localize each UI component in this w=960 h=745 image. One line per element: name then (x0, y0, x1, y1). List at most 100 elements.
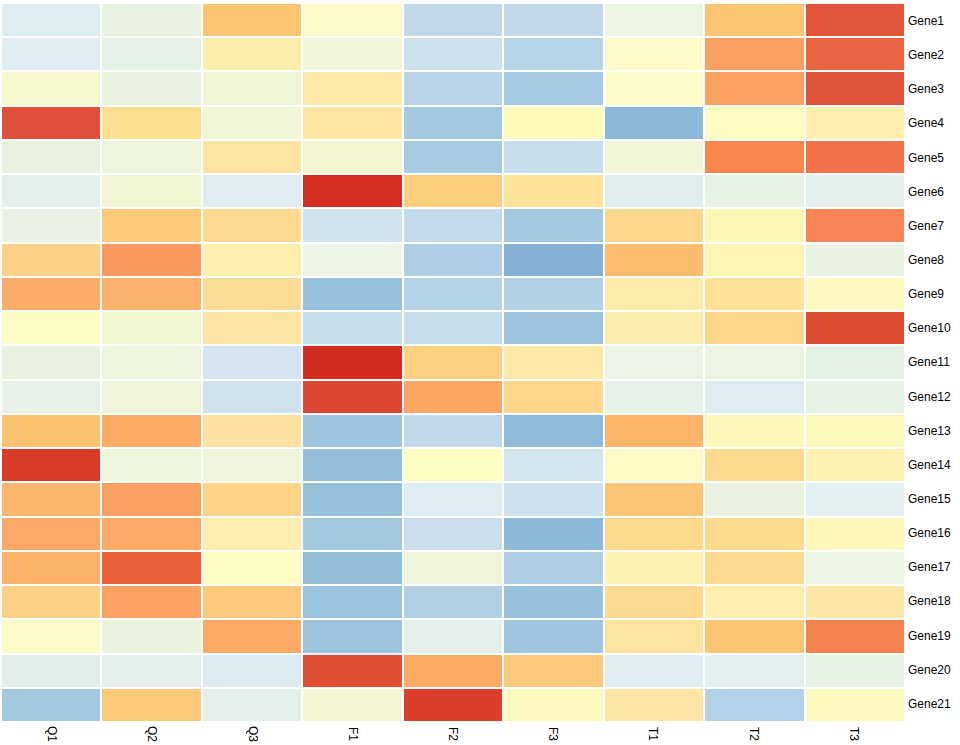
heatmap-cell-Gene18-F1 (303, 586, 401, 618)
heatmap-cell-Gene5-F2 (404, 141, 502, 173)
row-label-Gene14: Gene14 (908, 448, 960, 482)
row-label-Gene6: Gene6 (908, 175, 960, 209)
heatmap-cell-Gene1-F1 (303, 4, 401, 36)
heatmap-cell-Gene2-F3 (504, 38, 602, 70)
heatmap-cell-Gene11-F2 (404, 346, 502, 378)
heatmap-cell-Gene4-Q3 (203, 107, 301, 139)
heatmap-cell-Gene17-F3 (504, 552, 602, 584)
heatmap-cell-Gene18-F3 (504, 586, 602, 618)
heatmap-cell-Gene1-F3 (504, 4, 602, 36)
col-label-F2: F2 (403, 722, 503, 745)
heatmap-cell-Gene3-T3 (806, 72, 904, 104)
heatmap-cell-Gene21-Q1 (2, 689, 100, 721)
heatmap-cell-Gene10-T3 (806, 312, 904, 344)
heatmap-cell-Gene13-T2 (705, 415, 803, 447)
heatmap-cell-Gene9-F2 (404, 278, 502, 310)
col-label-text-Q3: Q3 (246, 725, 260, 741)
col-label-text-F1: F1 (346, 726, 360, 740)
row-label-Gene20: Gene20 (908, 653, 960, 687)
heatmap-cell-Gene5-T3 (806, 141, 904, 173)
heatmap-cell-Gene6-T2 (705, 175, 803, 207)
heatmap-cell-Gene19-F1 (303, 620, 401, 652)
heatmap-cell-Gene20-Q2 (102, 655, 200, 687)
heatmap-cell-Gene20-F2 (404, 655, 502, 687)
heatmap-cell-Gene17-T3 (806, 552, 904, 584)
heatmap-cell-Gene10-T1 (605, 312, 703, 344)
heatmap-cell-Gene11-T2 (705, 346, 803, 378)
heatmap-cell-Gene10-Q2 (102, 312, 200, 344)
heatmap-cell-Gene19-F2 (404, 620, 502, 652)
heatmap-cell-Gene11-T3 (806, 346, 904, 378)
heatmap-cell-Gene1-Q3 (203, 4, 301, 36)
heatmap-cell-Gene7-T3 (806, 209, 904, 241)
heatmap-cell-Gene6-T3 (806, 175, 904, 207)
heatmap-cell-Gene6-T1 (605, 175, 703, 207)
col-label-T3: T3 (804, 722, 904, 745)
heatmap-cell-Gene1-Q2 (102, 4, 200, 36)
gene-expression-heatmap: Gene1Gene2Gene3Gene4Gene5Gene6Gene7Gene8… (0, 0, 960, 745)
heatmap-cell-Gene12-Q3 (203, 381, 301, 413)
heatmap-cell-Gene20-F3 (504, 655, 602, 687)
col-label-text-F2: F2 (446, 726, 460, 740)
heatmap-cell-Gene10-Q1 (2, 312, 100, 344)
heatmap-cell-Gene7-Q1 (2, 209, 100, 241)
heatmap-cell-Gene18-F2 (404, 586, 502, 618)
col-label-F3: F3 (503, 722, 603, 745)
heatmap-cell-Gene5-Q1 (2, 141, 100, 173)
heatmap-cell-Gene1-Q1 (2, 4, 100, 36)
heatmap-cell-Gene12-T3 (806, 381, 904, 413)
heatmap-cell-Gene11-T1 (605, 346, 703, 378)
heatmap-cell-Gene14-T3 (806, 449, 904, 481)
heatmap-cell-Gene19-T2 (705, 620, 803, 652)
heatmap-cell-Gene1-T2 (705, 4, 803, 36)
heatmap-cell-Gene2-Q1 (2, 38, 100, 70)
heatmap-cell-Gene10-F2 (404, 312, 502, 344)
heatmap-cell-Gene9-F1 (303, 278, 401, 310)
heatmap-cell-Gene21-T1 (605, 689, 703, 721)
heatmap-cell-Gene15-F3 (504, 483, 602, 515)
heatmap-cell-Gene11-Q1 (2, 346, 100, 378)
heatmap-cell-Gene5-T1 (605, 141, 703, 173)
heatmap-cell-Gene11-F1 (303, 346, 401, 378)
heatmap-cell-Gene2-Q3 (203, 38, 301, 70)
heatmap-cell-Gene16-F1 (303, 518, 401, 550)
row-label-Gene9: Gene9 (908, 277, 960, 311)
heatmap-cell-Gene8-T2 (705, 244, 803, 276)
heatmap-cell-Gene3-F1 (303, 72, 401, 104)
row-label-Gene8: Gene8 (908, 243, 960, 277)
heatmap-cell-Gene4-Q2 (102, 107, 200, 139)
heatmap-cell-Gene17-T1 (605, 552, 703, 584)
heatmap-cell-Gene14-T2 (705, 449, 803, 481)
heatmap-cell-Gene8-T3 (806, 244, 904, 276)
heatmap-cell-Gene6-F2 (404, 175, 502, 207)
heatmap-cell-Gene13-Q3 (203, 415, 301, 447)
heatmap-cell-Gene21-Q2 (102, 689, 200, 721)
heatmap-cell-Gene9-Q1 (2, 278, 100, 310)
heatmap-cell-Gene8-Q2 (102, 244, 200, 276)
heatmap-cell-Gene4-T1 (605, 107, 703, 139)
heatmap-cell-Gene4-T2 (705, 107, 803, 139)
heatmap-cell-Gene16-Q3 (203, 518, 301, 550)
heatmap-cell-Gene4-F1 (303, 107, 401, 139)
heatmap-cell-Gene15-T1 (605, 483, 703, 515)
row-label-Gene21: Gene21 (908, 687, 960, 721)
heatmap-cell-Gene17-F2 (404, 552, 502, 584)
heatmap-cell-Gene15-T2 (705, 483, 803, 515)
heatmap-cell-Gene6-F1 (303, 175, 401, 207)
heatmap-cell-Gene12-Q1 (2, 381, 100, 413)
col-label-Q3: Q3 (202, 722, 302, 745)
heatmap-grid (2, 4, 904, 721)
row-label-Gene12: Gene12 (908, 380, 960, 414)
row-label-Gene17: Gene17 (908, 550, 960, 584)
heatmap-cell-Gene8-T1 (605, 244, 703, 276)
heatmap-cell-Gene18-Q1 (2, 586, 100, 618)
heatmap-cell-Gene7-F2 (404, 209, 502, 241)
heatmap-cell-Gene20-T2 (705, 655, 803, 687)
heatmap-cell-Gene13-T1 (605, 415, 703, 447)
heatmap-cell-Gene4-T3 (806, 107, 904, 139)
heatmap-cell-Gene15-Q2 (102, 483, 200, 515)
heatmap-cell-Gene3-Q3 (203, 72, 301, 104)
heatmap-cell-Gene10-T2 (705, 312, 803, 344)
row-label-Gene11: Gene11 (908, 345, 960, 379)
heatmap-cell-Gene18-Q2 (102, 586, 200, 618)
